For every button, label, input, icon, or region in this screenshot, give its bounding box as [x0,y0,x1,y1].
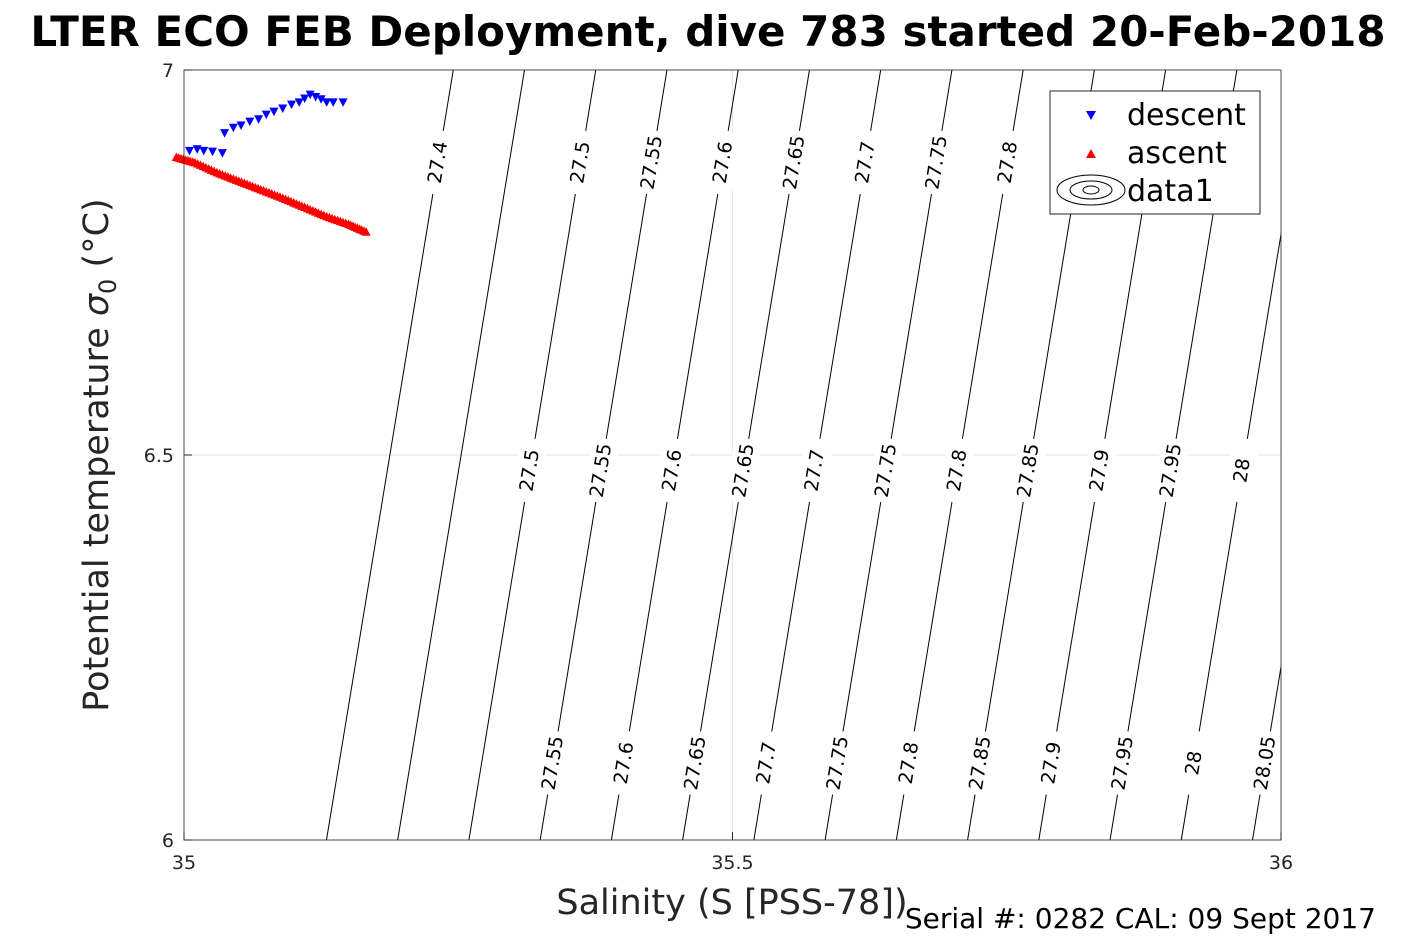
contour-label-gap [1223,436,1262,505]
isopycnal-line [397,70,525,840]
descent-marker [278,104,288,113]
chart-title: LTER ECO FEB Deployment, dive 783 starte… [30,7,1385,56]
descent-marker [328,98,338,107]
descent-marker [300,94,310,103]
contour-label-gap [510,436,549,505]
contour-label-gap [1174,729,1213,797]
axis-ticks: 35 35.5 36 6 6.5 7 [144,60,1293,874]
isopycnal-line [1252,663,1281,840]
legend-contour-icon [1056,174,1126,206]
descent-marker [338,98,348,107]
y-tick-label: 7 [162,60,174,82]
descent-marker [217,149,227,158]
contour-label-gap [703,128,742,197]
descent-marker [184,146,194,156]
legend-contour-ring [1082,185,1100,195]
legend-box [1049,90,1261,215]
legend-descent-label: descent [1127,98,1246,133]
x-tick-label: 36 [1269,852,1293,874]
y-axis-label-main: Potential temperature [77,316,117,712]
contour-label-gap [724,436,763,505]
contour-label-gap [1032,729,1071,797]
legend-ascent-marker [1086,149,1096,158]
descent-marker [236,121,246,130]
descent-marker [305,90,315,100]
legend-contour-ring [1056,174,1126,206]
data-series [171,90,371,236]
contour-label-gap [1009,436,1048,505]
x-axis-label: Salinity (S [PSS-78]) [556,883,907,923]
y-axis-label-sigma: σ [77,292,117,316]
descent-marker [322,98,332,107]
x-tick-label: 35.5 [711,852,753,874]
contour-label-gap [605,729,644,797]
contour-label-gap [1151,436,1190,505]
contour-label-gap [1103,729,1142,797]
contour-label: 28 [1229,457,1255,484]
contour-label-gap [890,729,929,797]
descent-marker [316,95,326,104]
descent-marker [220,129,230,138]
contour-label-gap [632,128,671,197]
y-tick-label: 6 [162,830,174,852]
descent-marker [311,92,321,102]
contour-label-gap [917,128,956,197]
contour-label-gap [1080,436,1119,505]
contour-label-gap [676,729,715,797]
legend: descent ascent data1 [1049,90,1261,215]
descent-marker [228,123,238,133]
contour-label-gap [775,128,814,197]
contour-label-gap [961,729,1000,797]
contour-label-gap [988,128,1027,197]
descent-marker [254,115,264,124]
contour-label-gap [419,128,458,197]
y-axis-label: Potential temperature σ0 (°C) [77,198,122,711]
legend-descent-marker [1086,111,1096,120]
contour-label-gap [533,729,572,797]
contour-label-gap [653,436,692,505]
contour-label-gap [795,436,834,505]
contour-label-gap [818,729,857,797]
legend-ascent-label: ascent [1127,136,1227,171]
contour-label-gap [938,436,977,505]
legend-contour-ring [1069,180,1113,200]
descent-marker [208,147,218,157]
y-axis-label-unit: (°C) [77,198,117,278]
serial-cal-footer: Serial #: 0282 CAL: 09 Sept 2017 [905,902,1376,935]
contour-label-gap [866,436,905,505]
descent-marker [261,110,271,120]
x-tick-label: 35 [172,852,196,874]
descent-marker [192,145,202,154]
descent-marker [294,98,304,107]
descent-marker [269,107,279,117]
ascent-marker [361,227,371,236]
contour-label-gap [582,436,621,505]
contour-label-gap [846,128,885,197]
contour-label-gap [747,729,786,797]
contour-label-gap [1246,729,1285,797]
descent-marker [199,146,209,156]
contour-label: 28 [1181,749,1207,776]
y-axis-label-subscript: 0 [94,279,122,294]
y-tick-label: 6.5 [144,445,174,467]
descent-marker [287,100,297,110]
contour-label-gap [561,128,600,197]
descent-marker [245,117,255,127]
isopycnal-line [325,70,454,840]
legend-data1-label: data1 [1127,174,1214,209]
